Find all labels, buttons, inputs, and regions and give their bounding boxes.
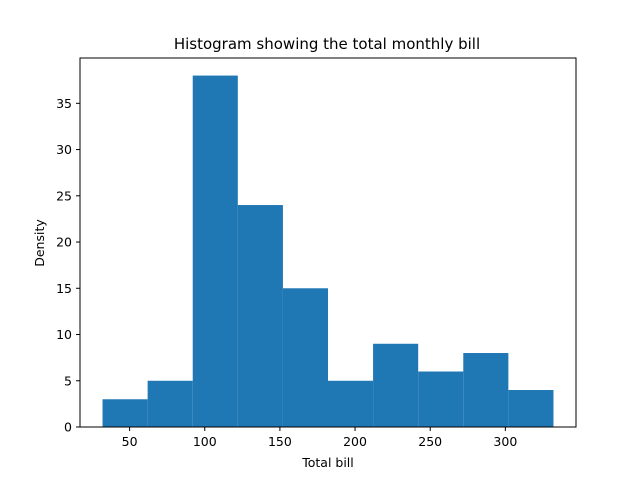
histogram-bar-5 xyxy=(328,380,374,427)
y-tick-label: 10 xyxy=(56,327,72,342)
histogram-bar-2 xyxy=(192,75,238,428)
chart-title: Histogram showing the total monthly bill xyxy=(174,35,480,53)
x-tick-label: 200 xyxy=(343,434,367,449)
x-tick-label: 300 xyxy=(493,434,517,449)
histogram-bar-9 xyxy=(508,390,554,427)
y-tick-label: 15 xyxy=(56,281,72,296)
histogram-bar-1 xyxy=(147,380,193,427)
y-axis: 0 5 10 15 20 25 30 35 xyxy=(56,96,80,435)
histogram-bar-8 xyxy=(463,353,509,427)
y-tick-label: 35 xyxy=(56,96,72,111)
x-tick-label: 100 xyxy=(193,434,217,449)
y-tick-label: 20 xyxy=(56,235,72,250)
x-tick-label: 150 xyxy=(268,434,292,449)
histogram-bar-6 xyxy=(373,343,419,427)
histogram-bar-3 xyxy=(237,205,283,427)
bars-layer xyxy=(102,75,554,428)
histogram-bar-0 xyxy=(102,399,148,427)
y-tick-label: 30 xyxy=(56,142,72,157)
y-axis-label: Density xyxy=(32,219,47,267)
x-axis: 50 100 150 200 250 300 xyxy=(122,427,517,449)
y-tick-label: 25 xyxy=(56,188,72,203)
x-axis-label: Total bill xyxy=(301,455,354,470)
histogram-bar-7 xyxy=(418,371,464,427)
y-tick-label: 5 xyxy=(64,373,72,388)
x-tick-label: 50 xyxy=(122,434,138,449)
histogram-bar-4 xyxy=(282,288,328,427)
y-tick-label: 0 xyxy=(64,420,72,435)
x-tick-label: 250 xyxy=(418,434,442,449)
